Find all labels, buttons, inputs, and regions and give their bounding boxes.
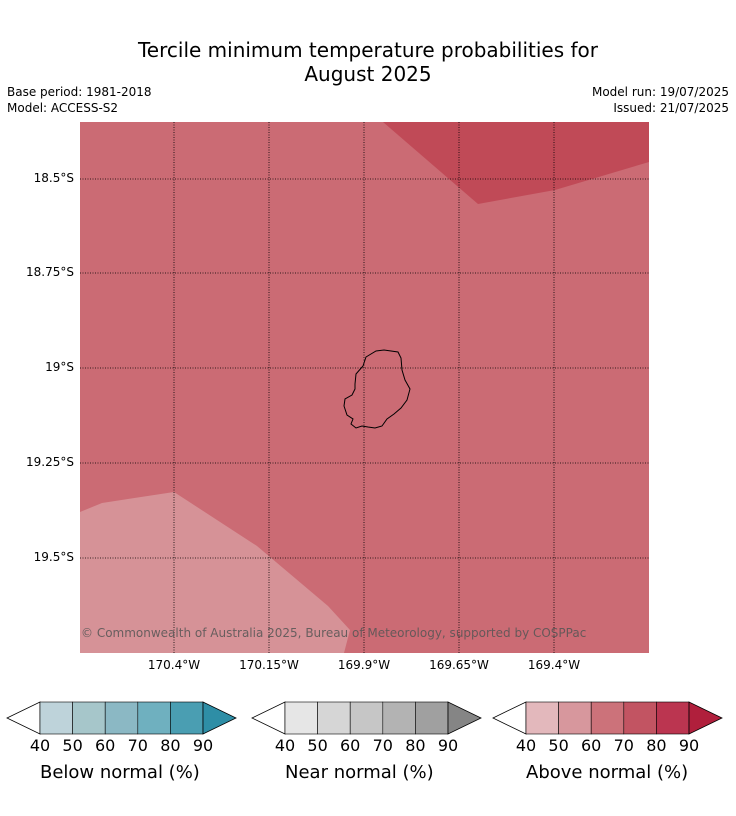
colorbar-tick-label: 60 <box>95 736 116 755</box>
region-80-90 <box>383 122 649 204</box>
lat-label: 18.75°S <box>26 265 74 279</box>
lon-label: 169.4°W <box>527 658 581 672</box>
colorbar-swatches <box>492 701 723 735</box>
colorbar-tick-label: 40 <box>274 736 296 755</box>
probability-map <box>80 122 649 653</box>
colorbar-over-arrow <box>202 701 237 735</box>
title-line-2: August 2025 <box>304 62 432 86</box>
lon-label: 169.9°W <box>337 658 391 672</box>
colorbar-tick-label: 90 <box>437 736 459 755</box>
colorbar-over-arrow <box>447 701 482 735</box>
colorbar-segment <box>72 701 106 735</box>
colorbar-tick-label: 40 <box>515 736 537 755</box>
colorbar-segment <box>590 701 625 735</box>
lat-label: 19°S <box>45 360 74 374</box>
colorbar-segment <box>39 701 73 735</box>
map-canvas <box>80 122 649 653</box>
colorbar-tick-label: 50 <box>62 736 83 755</box>
colorbar-segment <box>623 701 657 735</box>
lon-label: 169.65°W <box>429 658 489 672</box>
colorbar-tick-label: 80 <box>160 736 181 755</box>
colorbar-tick-label: 70 <box>372 736 393 755</box>
meta-left: Base period: 1981-2018 Model: ACCESS-S2 <box>7 84 152 116</box>
colorbar-under-arrow <box>251 701 286 735</box>
colorbar-tick-label: 40 <box>29 736 51 755</box>
colorbar-tick-label: 70 <box>613 736 634 755</box>
lat-label: 19.25°S <box>26 455 74 469</box>
colorbar-above-normal: 40 50 60 70 80 90 Above normal (%) <box>492 700 724 783</box>
colorbar-label: Below normal (%) <box>40 762 200 783</box>
lat-label: 18.5°S <box>33 171 74 185</box>
colorbar-segment <box>415 701 449 735</box>
colorbar-label: Above normal (%) <box>526 762 689 783</box>
niue-coastline <box>343 349 411 429</box>
colorbar-segment <box>382 701 416 735</box>
copyright-notice: © Commonwealth of Australia 2025, Bureau… <box>81 626 587 640</box>
issued-text: Issued: 21/07/2025 <box>613 101 729 115</box>
colorbar-under-arrow <box>492 701 527 735</box>
colorbar-over-arrow <box>688 701 723 735</box>
colorbar-near-normal: 40 50 60 70 80 90 Near normal (%) <box>251 700 483 783</box>
lon-label: 170.15°W <box>239 658 299 672</box>
model-run-text: Model run: 19/07/2025 <box>591 85 729 99</box>
colorbar-segment <box>349 701 384 735</box>
colorbar-segment <box>656 701 690 735</box>
colorbar-swatches <box>6 701 237 735</box>
colorbar-segment <box>558 701 592 735</box>
colorbar-segment <box>317 701 351 735</box>
colorbar-segment <box>525 701 559 735</box>
colorbar-under-arrow <box>6 701 41 735</box>
colorbar-tick-label: 70 <box>127 736 148 755</box>
colorbar-tick-label: 90 <box>678 736 700 755</box>
model-text: Model: ACCESS-S2 <box>7 101 119 115</box>
title-line-1: Tercile minimum temperature probabilitie… <box>137 38 599 62</box>
colorbar-tick-label: 80 <box>405 736 426 755</box>
colorbar-tick-label: 50 <box>548 736 569 755</box>
colorbar-tick-label: 50 <box>307 736 328 755</box>
base-period-text: Base period: 1981-2018 <box>7 85 152 99</box>
region-60-70 <box>80 492 350 653</box>
meta-right: Model run: 19/07/2025 Issued: 21/07/2025 <box>592 84 729 116</box>
map-title: Tercile minimum temperature probabilitie… <box>0 38 736 86</box>
lon-label: 170.4°W <box>147 658 201 672</box>
colorbar-segment <box>137 701 171 735</box>
colorbar-below-normal: 40 50 60 70 80 90 Below normal (%) <box>6 700 238 783</box>
colorbar-swatches <box>251 701 482 735</box>
colorbar-segment <box>284 701 318 735</box>
colorbar-tick-label: 60 <box>340 736 361 755</box>
colorbar-label: Near normal (%) <box>285 762 434 783</box>
colorbar-tick-label: 80 <box>646 736 667 755</box>
colorbar-segment <box>104 701 139 735</box>
lat-label: 19.5°S <box>33 550 74 564</box>
colorbar-segment <box>170 701 204 735</box>
colorbar-tick-label: 60 <box>581 736 602 755</box>
colorbar-tick-label: 90 <box>192 736 214 755</box>
graticule <box>80 122 649 653</box>
